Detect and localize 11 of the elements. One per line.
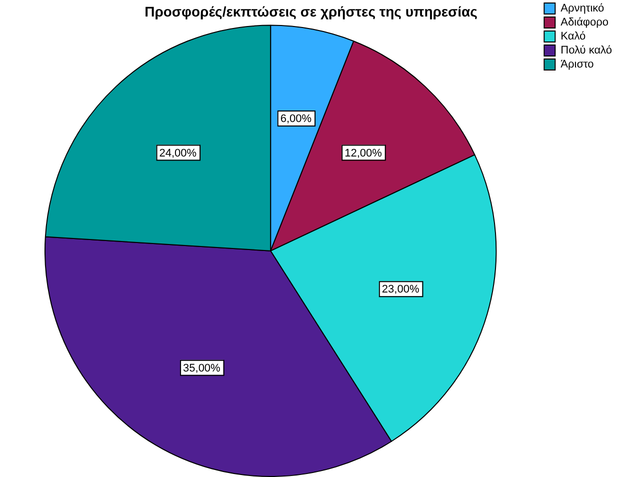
legend-label: Άριστο: [560, 58, 594, 71]
data-label: 6,00%: [280, 112, 312, 125]
data-label: 24,00%: [159, 147, 197, 160]
chart-title: Προσφορές/εκπτώσεις σε χρήστες της υπηρεσίας: [144, 3, 478, 20]
legend-label: Αρνητικό: [560, 2, 604, 15]
legend-label: Καλό: [560, 30, 586, 43]
data-label: 35,00%: [183, 362, 221, 374]
legend-label: Αδιάφορο: [560, 16, 609, 29]
data-label: 23,00%: [382, 284, 420, 296]
legend-label: Πολύ καλό: [560, 44, 612, 57]
data-label: 12,00%: [344, 147, 382, 160]
